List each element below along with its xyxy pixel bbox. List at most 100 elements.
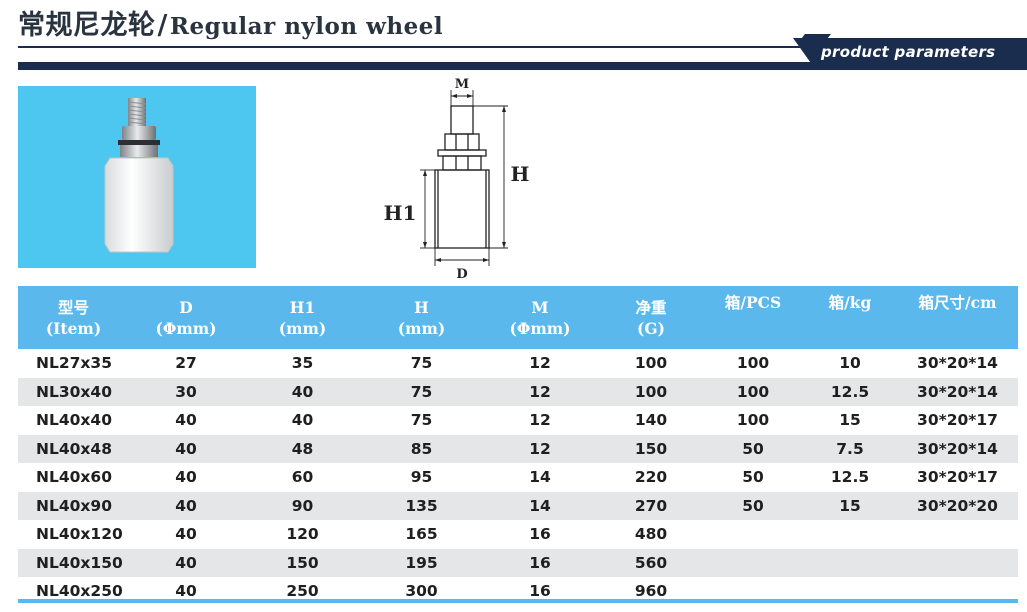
value-cell: 7.5 xyxy=(803,434,897,463)
value-cell: 50 xyxy=(703,491,803,520)
parameters-table: 型号 (Item) D (Φmm) H1 (mm) H (mm) M (Φmm) 净重 (G… xyxy=(18,286,1018,606)
label-d: D xyxy=(456,267,467,282)
table-row: NL40x60 40 60 95 14 220 50 12.5 30*20*17 xyxy=(18,463,1018,492)
value-cell: 30*20*17 xyxy=(917,468,998,487)
value-cell: 30*20*14 xyxy=(897,434,1018,463)
value-cell: 16 xyxy=(529,582,551,601)
label-h1: H1 xyxy=(384,201,417,225)
value-cell: 12 xyxy=(529,411,551,430)
table-row: NL40x120 40 120 165 16 480 xyxy=(18,520,1018,549)
value-cell: 960 xyxy=(634,582,668,601)
value-cell: 165 xyxy=(405,525,438,544)
value-cell: 150 xyxy=(599,434,703,463)
value-cell: 35 xyxy=(291,354,314,373)
value-cell xyxy=(803,520,897,549)
value-cell: 40 xyxy=(291,411,314,430)
item-cell: NL40x60 xyxy=(36,468,112,487)
value-cell xyxy=(803,548,897,577)
table-header-row: 型号 (Item) D (Φmm) H1 (mm) H (mm) M (Φmm) 净重 (G… xyxy=(18,286,1018,349)
value-cell: 100 xyxy=(736,354,770,373)
value-cell: 27 xyxy=(175,354,197,373)
value-cell: 40 xyxy=(175,525,197,544)
col-header-h: H (mm) xyxy=(362,286,481,349)
label-m: M xyxy=(455,77,469,92)
value-cell xyxy=(897,548,1018,577)
col-header-weight: 净重 (G) xyxy=(599,286,703,349)
page-title: 常规尼龙轮/Regular nylon wheel xyxy=(18,6,443,46)
value-cell: 250 xyxy=(286,582,319,601)
value-cell: 220 xyxy=(634,468,668,487)
value-cell: 12 xyxy=(481,377,599,406)
value-cell: 40 xyxy=(175,411,197,430)
value-cell: 270 xyxy=(599,491,703,520)
value-cell: 140 xyxy=(634,411,668,430)
value-cell: 15 xyxy=(803,491,897,520)
item-cell: NL40x150 xyxy=(18,548,129,577)
value-cell: 100 xyxy=(599,377,703,406)
col-header-item: 型号 (Item) xyxy=(18,286,129,349)
item-cell: NL40x40 xyxy=(36,411,112,430)
value-cell: 40 xyxy=(129,548,243,577)
value-cell: 48 xyxy=(243,434,362,463)
dimension-drawing: M H H1 D xyxy=(384,77,530,282)
item-cell: NL27x35 xyxy=(36,354,112,373)
product-parameters-tag: product parameters xyxy=(793,38,1027,66)
value-cell: 14 xyxy=(481,491,599,520)
value-cell: 560 xyxy=(599,548,703,577)
value-cell: 12.5 xyxy=(830,468,870,487)
value-cell: 300 xyxy=(405,582,438,601)
value-cell: 30*20*14 xyxy=(917,354,998,373)
value-cell: 15 xyxy=(839,411,861,430)
nylon-wheel-image xyxy=(104,98,174,253)
value-cell: 12 xyxy=(481,434,599,463)
table-row: NL40x250 40 250 300 16 960 xyxy=(18,577,1018,606)
value-cell: 75 xyxy=(362,377,481,406)
value-cell: 50 xyxy=(703,434,803,463)
item-cell: NL40x48 xyxy=(18,434,129,463)
value-cell: 195 xyxy=(362,548,481,577)
table-row: NL40x40 40 40 75 12 140 100 15 30*20*17 xyxy=(18,406,1018,435)
item-cell: NL40x90 xyxy=(18,491,129,520)
value-cell: 120 xyxy=(286,525,319,544)
value-cell: 100 xyxy=(703,377,803,406)
header-rule xyxy=(18,46,827,48)
value-cell: 16 xyxy=(529,525,551,544)
value-cell: 40 xyxy=(129,491,243,520)
value-cell: 30*20*20 xyxy=(897,491,1018,520)
item-cell: NL40x250 xyxy=(36,582,123,601)
col-header-box-pcs: 箱/PCS xyxy=(703,286,803,349)
value-cell: 50 xyxy=(742,468,764,487)
value-cell: 150 xyxy=(243,548,362,577)
value-cell: 40 xyxy=(175,468,197,487)
value-cell: 75 xyxy=(410,354,433,373)
value-cell: 100 xyxy=(634,354,668,373)
value-cell: 14 xyxy=(529,468,551,487)
col-header-box-kg: 箱/kg xyxy=(803,286,897,349)
col-header-d: D (Φmm) xyxy=(129,286,243,349)
value-cell: 10 xyxy=(839,354,861,373)
title-en: Regular nylon wheel xyxy=(169,13,444,40)
product-photo xyxy=(18,86,256,268)
value-cell: 12.5 xyxy=(803,377,897,406)
value-cell xyxy=(703,548,803,577)
table-row: NL40x150 40 150 195 16 560 xyxy=(18,548,1018,577)
table-row: NL40x90 40 90 135 14 270 50 15 30*20*20 xyxy=(18,491,1018,520)
col-header-box-size: 箱尺寸/cm xyxy=(897,286,1018,349)
table-row: NL27x35 27 35 75 12 100 100 10 30*20*14 xyxy=(18,349,1018,378)
value-cell: 40 xyxy=(243,377,362,406)
value-cell xyxy=(703,520,803,549)
value-cell: 30*20*17 xyxy=(917,411,998,430)
value-cell: 85 xyxy=(362,434,481,463)
value-cell: 90 xyxy=(243,491,362,520)
item-cell: NL40x120 xyxy=(36,525,123,544)
col-header-m: M (Φmm) xyxy=(481,286,599,349)
value-cell: 480 xyxy=(634,525,668,544)
title-separator: / xyxy=(157,10,168,41)
table-row: NL30x40 30 40 75 12 100 100 12.5 30*20*14 xyxy=(18,377,1018,406)
title-cn: 常规尼龙轮 xyxy=(18,10,156,41)
value-cell: 30*20*14 xyxy=(897,377,1018,406)
value-cell: 100 xyxy=(736,411,770,430)
value-cell: 75 xyxy=(410,411,433,430)
label-h: H xyxy=(511,162,530,186)
value-cell: 16 xyxy=(481,548,599,577)
